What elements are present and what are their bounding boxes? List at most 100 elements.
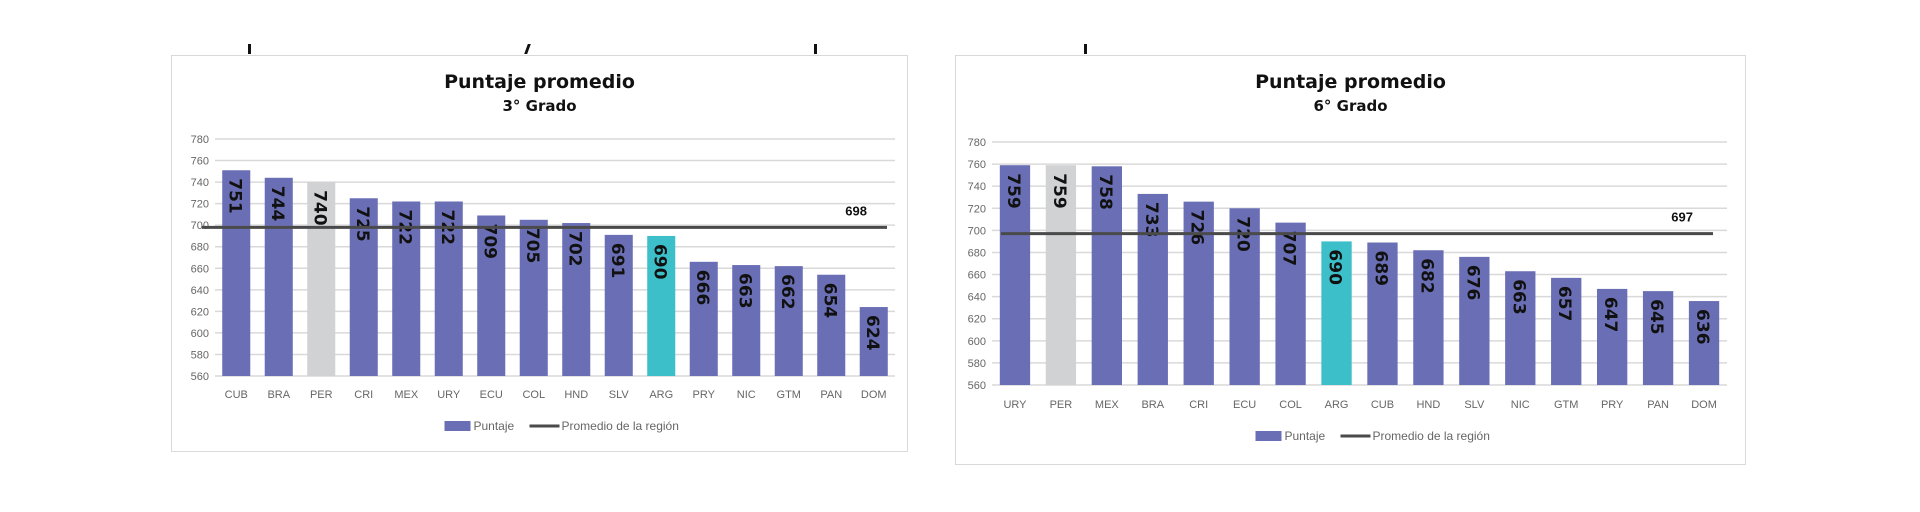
chart-title: Puntaje promedio: [1255, 71, 1446, 93]
data-label: 726: [1187, 210, 1207, 246]
bar-slv: [1459, 256, 1490, 385]
category-label: URY: [1003, 399, 1027, 411]
bar-col: [1275, 222, 1306, 385]
bar-slv: [604, 234, 633, 376]
bar-gtm: [1551, 277, 1582, 385]
data-label: 647: [1600, 297, 1620, 333]
bar-bra: [1137, 193, 1168, 385]
category-label: SLV: [1464, 399, 1485, 411]
category-label: HND: [564, 389, 588, 401]
legend-label: Puntaje: [1285, 429, 1326, 443]
data-label: 744: [267, 186, 287, 222]
category-label: PAN: [1647, 399, 1669, 411]
category-label: CRI: [354, 389, 373, 401]
y-tick-label: 600: [968, 336, 986, 348]
bar-ecu: [477, 215, 506, 376]
category-label: DOM: [861, 389, 887, 401]
data-label: 624: [862, 315, 882, 351]
legend-label: Promedio de la región: [1373, 429, 1490, 443]
y-tick-label: 700: [968, 225, 986, 237]
y-tick-label: 560: [968, 380, 986, 392]
category-label: CUB: [1371, 399, 1394, 411]
category-label: GTM: [777, 389, 801, 401]
cropped-text-fragment: [248, 44, 251, 54]
data-label: 636: [1692, 309, 1712, 345]
y-tick-label: 720: [191, 199, 209, 211]
data-label: 676: [1462, 265, 1482, 301]
category-label: BRA: [1141, 399, 1164, 411]
data-label: 689: [1370, 251, 1390, 287]
legend-swatch-puntaje: [1255, 431, 1282, 441]
chart-3-grado: Puntaje promedio 3° Grado 560 580 600 620 640 6…: [171, 55, 908, 452]
data-label: 759: [1049, 173, 1069, 209]
y-tick-label: 660: [968, 270, 986, 282]
y-tick-label: 580: [968, 358, 986, 370]
data-label: 759: [1003, 173, 1023, 209]
y-tick-label: 620: [191, 306, 209, 318]
data-label: 663: [734, 273, 754, 309]
data-label: 657: [1554, 286, 1574, 322]
y-tick-label: 700: [191, 220, 209, 232]
y-tick-label: 620: [968, 314, 986, 326]
y-tick-label: 580: [191, 349, 209, 361]
category-label: SLV: [609, 389, 630, 401]
y-tick-label: 560: [191, 371, 209, 383]
reference-line-label: 698: [845, 203, 867, 218]
bar-nic: [1505, 271, 1536, 385]
chart-svg: Puntaje promedio 3° Grado 560 580 600 620 640 6…: [191, 71, 895, 433]
category-label: DOM: [1691, 399, 1717, 411]
y-tick-label: 640: [191, 285, 209, 297]
y-tick-label: 760: [968, 159, 986, 171]
bar-hnd: [562, 223, 591, 376]
y-tick-label: 680: [191, 242, 209, 254]
category-label: PER: [1050, 399, 1073, 411]
bar-mex: [392, 201, 421, 376]
category-label: PER: [310, 389, 333, 401]
category-label: NIC: [737, 389, 756, 401]
data-label: 705: [522, 228, 542, 264]
data-label: 740: [309, 190, 329, 226]
bar-arg: [647, 235, 676, 376]
y-tick-label: 720: [968, 203, 986, 215]
data-label: 707: [1279, 231, 1299, 267]
bar-pan: [817, 274, 846, 376]
bar-bra: [264, 177, 293, 376]
y-tick-label: 740: [968, 181, 986, 193]
category-label: PAN: [820, 389, 842, 401]
category-label: BRA: [267, 389, 290, 401]
cropped-text-fragment: [814, 44, 817, 54]
cropped-text-fragment: [1084, 44, 1087, 54]
chart-svg: Puntaje promedio 6° Grado 560 580 600 620 640 6…: [968, 71, 1727, 443]
cropped-text-fragment: [524, 44, 531, 54]
bar-nic: [732, 265, 761, 376]
category-label: HND: [1416, 399, 1440, 411]
category-label: ARG: [649, 389, 673, 401]
data-label: 758: [1095, 174, 1115, 210]
data-label: 666: [692, 270, 712, 306]
data-label: 682: [1416, 258, 1436, 294]
reference-line-label: 697: [1671, 210, 1693, 225]
category-label: ECU: [1233, 399, 1256, 411]
legend-swatch-puntaje: [444, 421, 471, 431]
category-label: PRY: [1601, 399, 1624, 411]
bar-dom: [1688, 301, 1720, 385]
bar-ury: [434, 201, 463, 376]
bar-pry: [689, 261, 718, 376]
bar-dom: [859, 307, 888, 376]
bar-cub: [1367, 242, 1398, 385]
bar-per: [1045, 165, 1077, 385]
category-label: MEX: [1095, 399, 1120, 411]
bar-hnd: [1413, 250, 1444, 385]
category-label: COL: [1279, 399, 1302, 411]
chart-title: Puntaje promedio: [444, 71, 635, 93]
data-label: 709: [479, 223, 499, 259]
category-label: GTM: [1554, 399, 1578, 411]
y-tick-label: 640: [968, 292, 986, 304]
y-tick-label: 780: [191, 134, 209, 146]
y-tick-label: 740: [191, 177, 209, 189]
data-label: 733: [1141, 202, 1161, 238]
y-tick-label: 660: [191, 263, 209, 275]
y-tick-label: 760: [191, 156, 209, 168]
category-label: CUB: [225, 389, 248, 401]
chart-subtitle: 6° Grado: [1313, 97, 1387, 115]
